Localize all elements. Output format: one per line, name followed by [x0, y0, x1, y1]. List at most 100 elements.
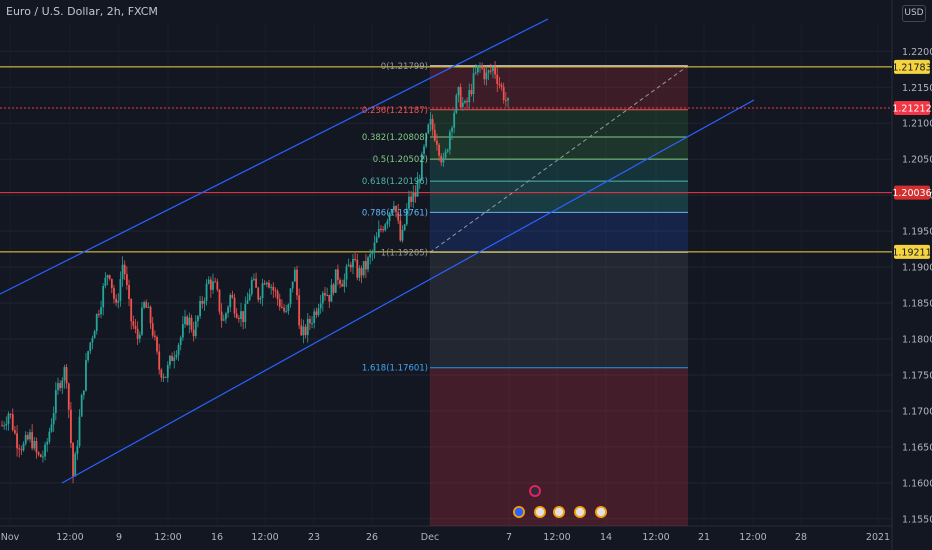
price-tick-label: 1.19000 — [902, 263, 932, 274]
candle-body — [5, 423, 8, 426]
candle-body — [487, 70, 490, 73]
candle-body — [102, 285, 105, 308]
candle-body — [285, 310, 288, 312]
candle-body — [349, 264, 352, 268]
candle-body — [358, 268, 361, 278]
candle-body — [369, 254, 372, 258]
channel-lines[interactable] — [0, 18, 755, 484]
candle-body — [18, 448, 21, 450]
candle-body — [42, 456, 44, 458]
candle-body — [235, 313, 238, 318]
candle-body — [336, 269, 339, 280]
candle-body — [250, 279, 253, 294]
fib-level-label: 0(1.21799) — [381, 62, 428, 72]
candle-body — [330, 284, 333, 302]
fib-zone — [430, 137, 688, 160]
candle-body — [420, 153, 423, 181]
candle-body — [431, 119, 434, 130]
candle-body — [158, 351, 161, 370]
candle-body — [347, 264, 350, 267]
candle-body — [46, 441, 49, 445]
candle-body — [468, 90, 471, 103]
event-flag-icon — [514, 507, 524, 517]
candle-body — [78, 416, 81, 446]
time-tick-label: 16 — [211, 532, 223, 543]
candle-body — [444, 151, 447, 158]
candle-body — [448, 131, 451, 150]
candle-body — [54, 390, 57, 414]
candle-body — [201, 300, 204, 304]
candle-body — [50, 424, 53, 432]
fib-level-label: 0.5(1.20502) — [373, 155, 428, 165]
candle-body — [380, 228, 382, 230]
candle-body — [459, 87, 462, 108]
candle-body — [136, 328, 139, 339]
candle-body — [470, 90, 473, 95]
candle-body — [388, 212, 391, 222]
candle-body — [52, 413, 55, 425]
price-tag-label: 1.19211 — [892, 247, 931, 258]
candle-body — [225, 313, 227, 320]
currency-button[interactable]: USD — [902, 5, 926, 22]
time-tick-label: 12:00 — [739, 532, 766, 543]
candle-body — [315, 311, 318, 315]
candle-body — [160, 369, 163, 378]
candle-body — [242, 311, 245, 323]
candle-body — [455, 95, 458, 113]
candle-body — [184, 316, 186, 325]
candle-body — [255, 278, 257, 288]
fib-level-label: 0.236(1.21187) — [362, 106, 428, 116]
candle-body — [373, 242, 376, 253]
candle-body — [44, 444, 46, 457]
event-flag-icon — [596, 507, 606, 517]
candle-body — [218, 289, 221, 312]
candle-body — [442, 157, 445, 163]
candle-body — [498, 83, 501, 85]
price-tick-label: 1.17000 — [902, 406, 932, 417]
fib-labels: 0(1.21799) 0.236(1.21187) 0.382(1.20808) 0.… — [362, 62, 428, 374]
candle-body — [76, 445, 79, 454]
price-tick-label: 1.16000 — [902, 478, 932, 489]
price-tag — [894, 101, 930, 116]
candle-body — [216, 281, 219, 290]
candle-body — [401, 229, 404, 241]
candle-body — [507, 97, 509, 101]
price-axis[interactable]: 1.220001.215001.210001.205001.200001.195… — [892, 47, 932, 525]
candle-body — [343, 279, 346, 287]
price-tick-label: 1.19500 — [902, 227, 932, 238]
economic-events[interactable] — [513, 485, 607, 518]
candle-body — [115, 298, 118, 303]
candle-body — [300, 325, 303, 336]
candle-body — [504, 100, 507, 102]
candle-body — [476, 65, 479, 73]
candle-body — [3, 425, 6, 427]
candle-body — [214, 281, 217, 283]
candle-body — [386, 221, 389, 225]
candle-body — [399, 220, 402, 241]
time-axis[interactable]: Nov 12:00 9 12:00 16 12:00 23 26 Dec 7 12:00 14 12:0… — [1, 532, 890, 543]
candle-body — [291, 281, 294, 289]
candle-body — [341, 283, 344, 287]
candle-body — [423, 146, 425, 154]
channel-lower-line — [61, 99, 755, 484]
candle-body — [438, 144, 440, 156]
candle-body — [151, 323, 154, 336]
candle-body — [67, 383, 70, 410]
time-tick-label: 21 — [698, 532, 710, 543]
candle-body — [392, 205, 395, 211]
candle-body — [117, 300, 120, 303]
candle-body — [26, 435, 29, 440]
candle-body — [332, 284, 335, 293]
price-tick-label: 1.20500 — [902, 155, 932, 166]
candle-body — [85, 360, 87, 391]
price-tick-label: 1.16500 — [902, 442, 932, 453]
candle-body — [39, 454, 42, 457]
candles — [1, 60, 509, 484]
time-tick-label: 12:00 — [642, 532, 669, 543]
time-tick-label: 12:00 — [154, 532, 181, 543]
candle-body — [166, 365, 169, 378]
candle-body — [253, 278, 255, 280]
candle-body — [171, 355, 174, 362]
candle-body — [231, 295, 234, 298]
